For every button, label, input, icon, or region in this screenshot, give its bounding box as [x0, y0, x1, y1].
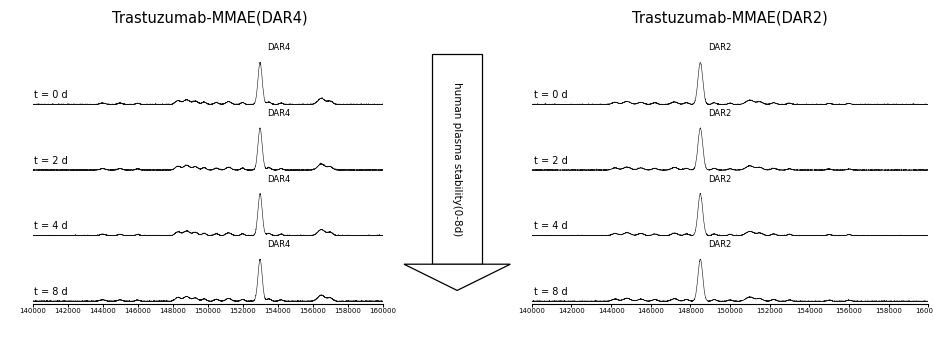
Text: DAR4: DAR4	[267, 240, 290, 249]
Text: t = 2 d: t = 2 d	[534, 155, 567, 166]
Text: t = 0 d: t = 0 d	[35, 90, 68, 100]
Text: t = 2 d: t = 2 d	[35, 155, 68, 166]
Text: DAR2: DAR2	[708, 109, 731, 118]
Text: human plasma stability(0-8d): human plasma stability(0-8d)	[453, 82, 462, 236]
Text: t = 8 d: t = 8 d	[534, 287, 567, 297]
Text: DAR4: DAR4	[267, 44, 290, 52]
Text: DAR4: DAR4	[267, 175, 290, 184]
Polygon shape	[432, 54, 482, 264]
Text: t = 4 d: t = 4 d	[534, 221, 567, 231]
Text: Trastuzumab-MMAE(DAR4): Trastuzumab-MMAE(DAR4)	[112, 10, 308, 25]
Text: DAR4: DAR4	[267, 109, 290, 118]
Text: DAR2: DAR2	[708, 175, 731, 184]
Text: t = 4 d: t = 4 d	[35, 221, 68, 231]
Text: DAR2: DAR2	[708, 240, 731, 249]
Text: Trastuzumab-MMAE(DAR2): Trastuzumab-MMAE(DAR2)	[633, 10, 828, 25]
Text: DAR2: DAR2	[708, 44, 731, 52]
Text: t = 0 d: t = 0 d	[534, 90, 567, 100]
Polygon shape	[404, 264, 510, 291]
Text: t = 8 d: t = 8 d	[35, 287, 68, 297]
